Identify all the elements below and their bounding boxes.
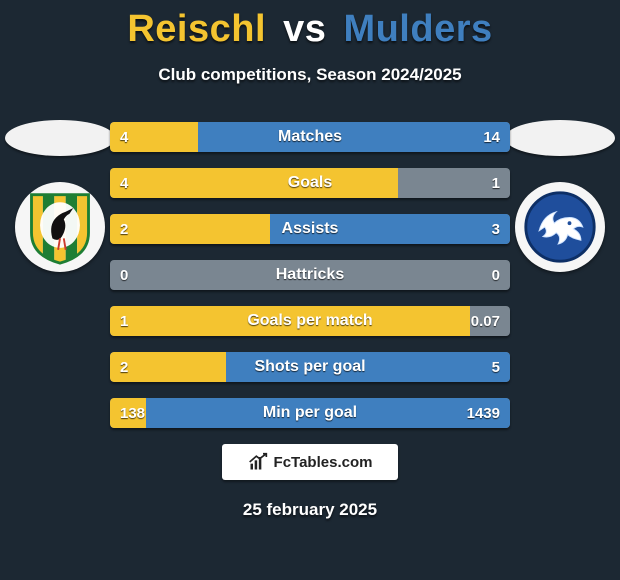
stat-row: 4Goals1 xyxy=(110,168,510,198)
stat-value-right: 1 xyxy=(492,168,500,198)
vs-label: vs xyxy=(283,8,326,50)
stat-value-right: 0.07 xyxy=(471,306,500,336)
stat-label: Goals per match xyxy=(110,306,510,336)
bar-chart-icon xyxy=(248,452,268,472)
player-silhouette-right xyxy=(505,120,615,156)
stat-label: Assists xyxy=(110,214,510,244)
page-title: Reischl vs Mulders xyxy=(0,0,620,51)
stat-row: 138Min per goal1439 xyxy=(110,398,510,428)
stat-value-right: 3 xyxy=(492,214,500,244)
stat-row: 1Goals per match0.07 xyxy=(110,306,510,336)
club-badge-left xyxy=(15,182,105,272)
stat-label: Hattricks xyxy=(110,260,510,290)
right-player-column xyxy=(500,120,620,272)
stat-row: 2Assists3 xyxy=(110,214,510,244)
player-right-name: Mulders xyxy=(343,8,492,50)
stats-table: 4Matches144Goals12Assists30Hattricks01Go… xyxy=(110,122,510,444)
player-left-name: Reischl xyxy=(127,8,266,50)
stat-row: 0Hattricks0 xyxy=(110,260,510,290)
brand-badge: FcTables.com xyxy=(222,444,398,480)
stat-row: 4Matches14 xyxy=(110,122,510,152)
stat-label: Matches xyxy=(110,122,510,152)
stat-label: Goals xyxy=(110,168,510,198)
brand-text: FcTables.com xyxy=(274,454,373,471)
dragon-crest-icon xyxy=(522,189,598,265)
stat-value-right: 14 xyxy=(483,122,500,152)
shield-stork-icon xyxy=(22,189,98,265)
left-player-column xyxy=(0,120,120,272)
subtitle: Club competitions, Season 2024/2025 xyxy=(0,65,620,85)
club-badge-right xyxy=(515,182,605,272)
stat-value-right: 1439 xyxy=(467,398,500,428)
date-label: 25 february 2025 xyxy=(0,500,620,520)
stat-value-right: 0 xyxy=(492,260,500,290)
stat-row: 2Shots per goal5 xyxy=(110,352,510,382)
player-silhouette-left xyxy=(5,120,115,156)
stat-label: Shots per goal xyxy=(110,352,510,382)
stat-label: Min per goal xyxy=(110,398,510,428)
stat-value-right: 5 xyxy=(492,352,500,382)
